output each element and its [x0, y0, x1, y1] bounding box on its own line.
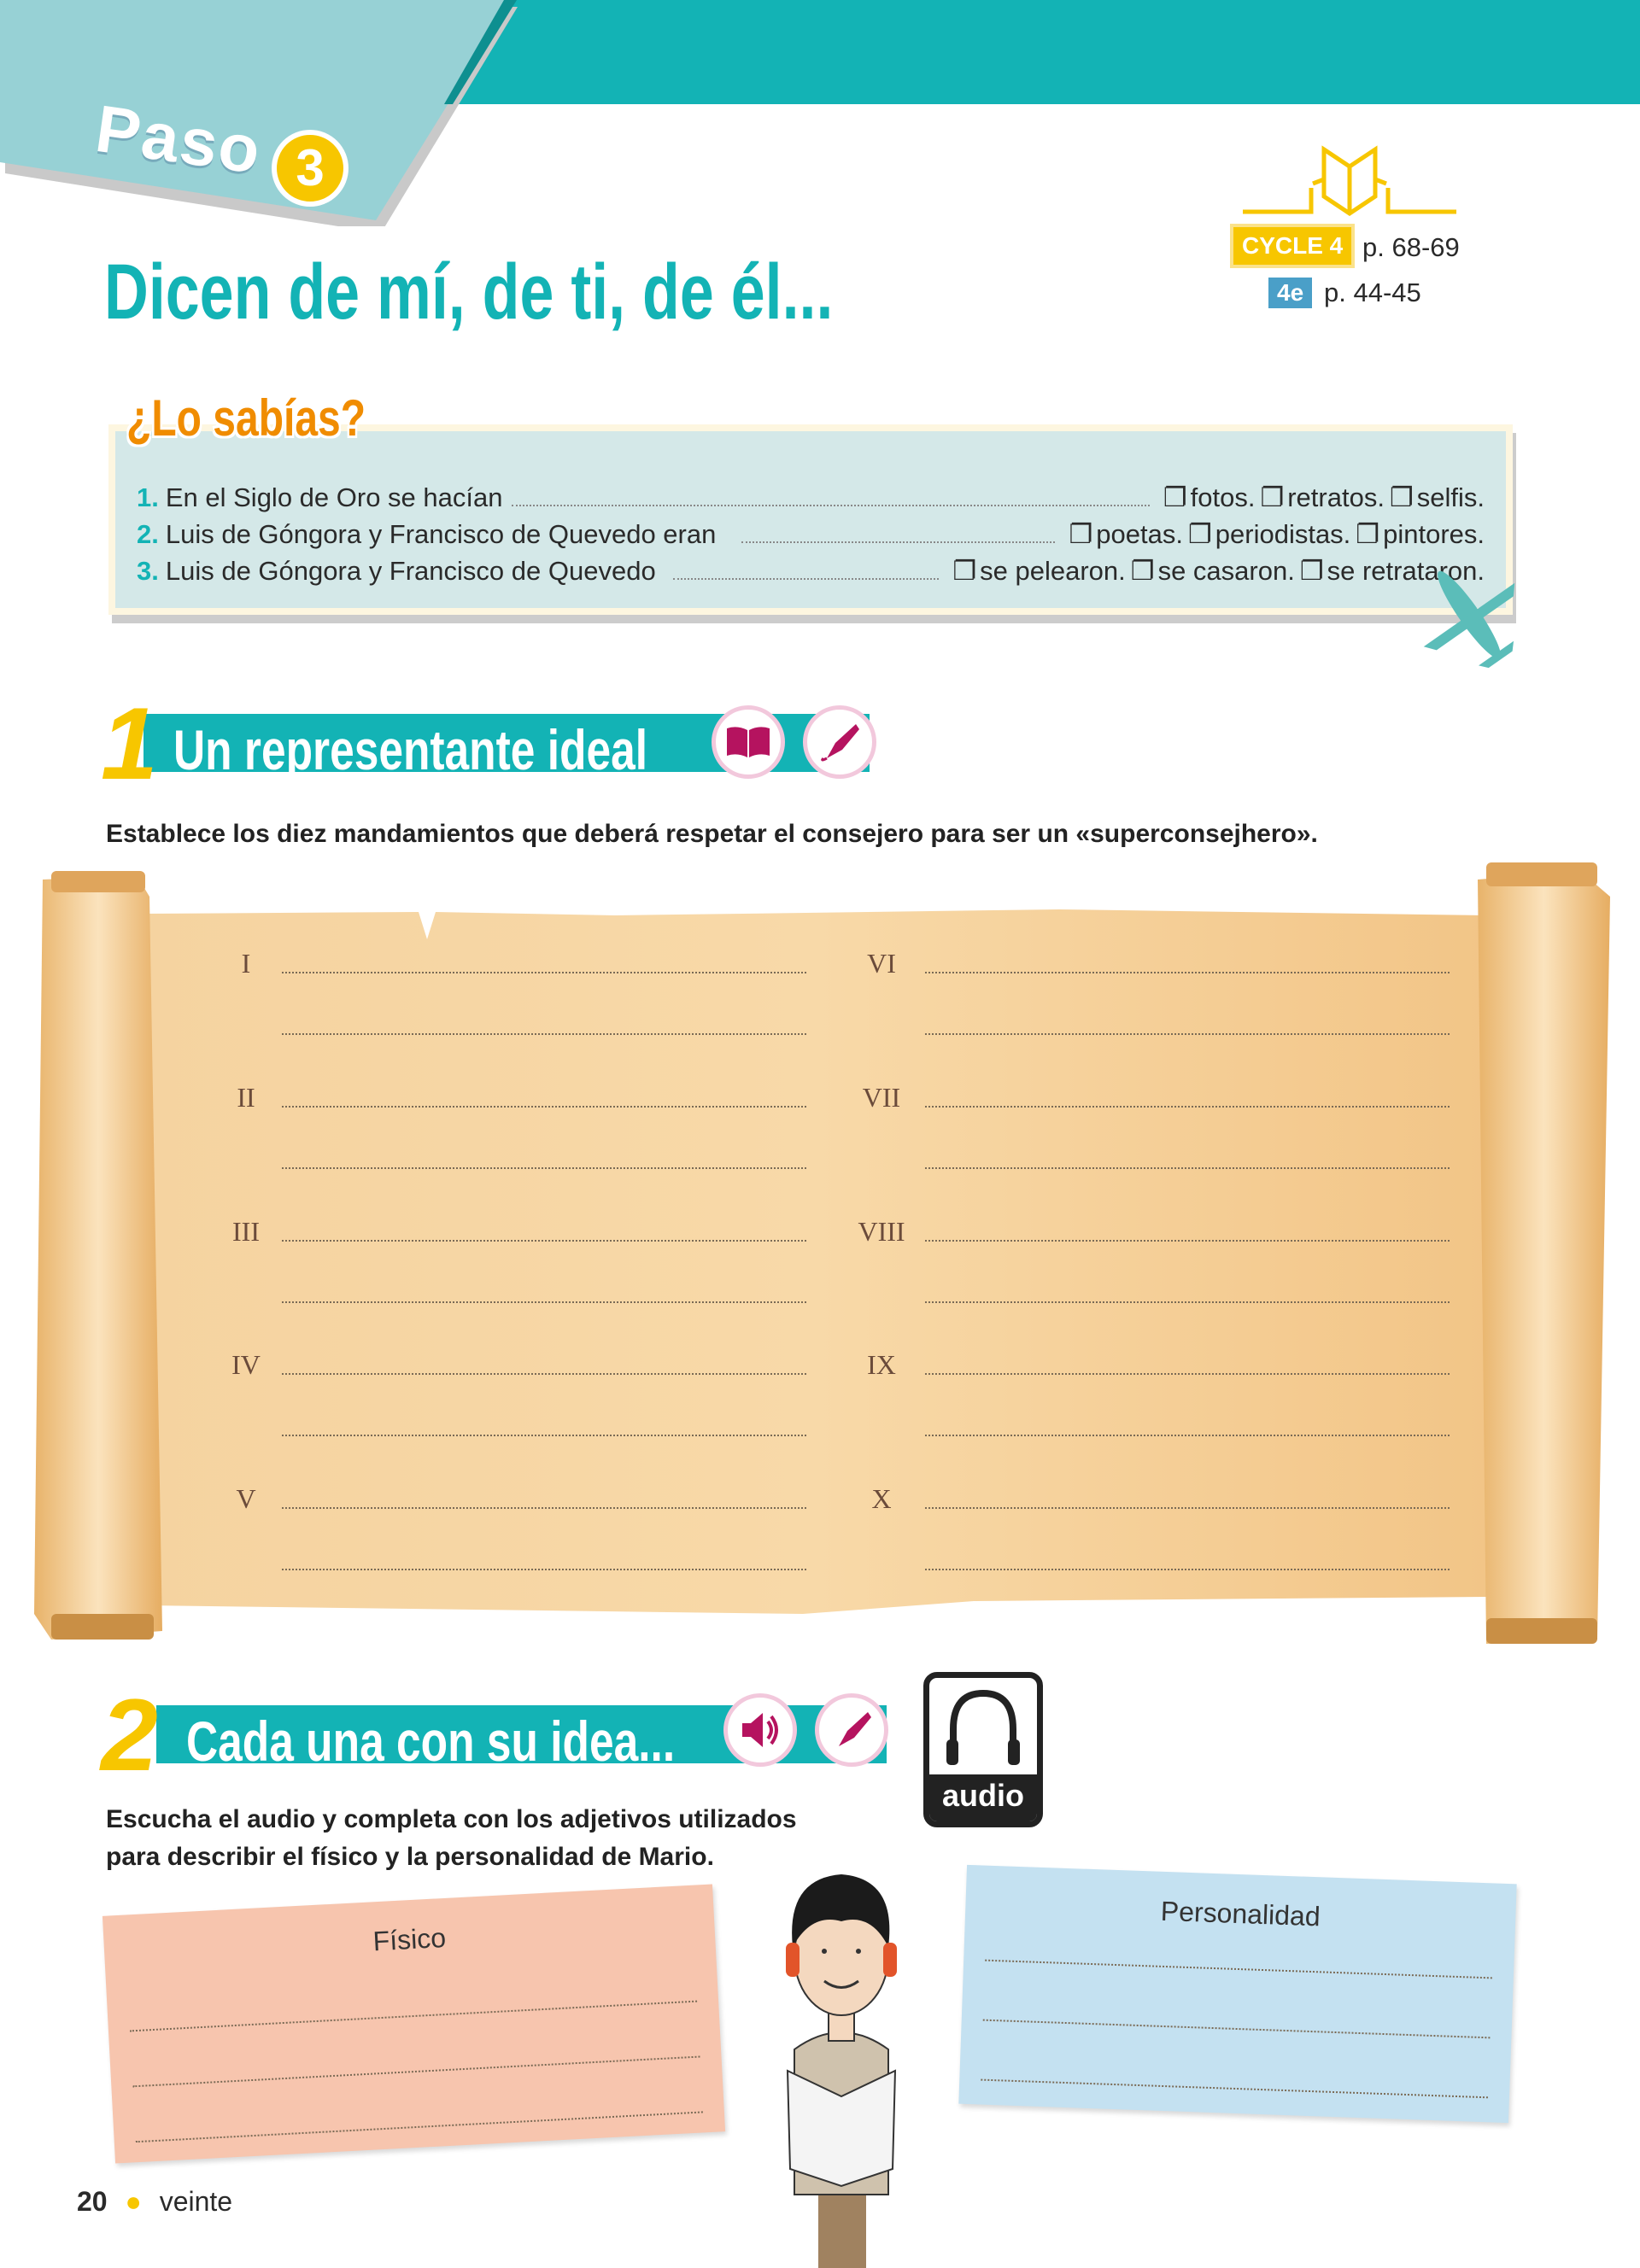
pen-icon	[815, 1693, 888, 1767]
cycle-badge: CYCLE 4	[1230, 224, 1356, 268]
quiz-option-checkbox[interactable]: retratos.	[1255, 482, 1385, 513]
quiz-item: 2. Luis de Góngora y Francisco de Queved…	[137, 519, 1485, 550]
card-title: Físico	[372, 1921, 447, 1957]
quiz-item-number: 3.	[137, 556, 159, 586]
commandment-numeral: I	[241, 948, 251, 979]
commandment-answer-line[interactable]	[282, 1569, 806, 1570]
quiz-item: 1. En el Siglo de Oro se hacían fotos. r…	[137, 482, 1485, 513]
answer-line[interactable]	[135, 2111, 703, 2143]
quiz-option-checkbox[interactable]: poetas.	[1063, 519, 1183, 550]
answer-line[interactable]	[981, 2078, 1488, 2099]
fisico-card: Físico	[102, 1884, 726, 2164]
commandment-answer-line[interactable]	[282, 1373, 806, 1375]
section-number: 2	[101, 1678, 158, 1792]
commandment-numeral: II	[237, 1082, 255, 1113]
quiz-item-number: 2.	[137, 519, 159, 549]
section-2-instruction-line: Escucha el audio y completa con los adje…	[106, 1805, 797, 1833]
commandment-answer-line[interactable]	[925, 1301, 1450, 1303]
commandment-answer-line[interactable]	[282, 1435, 806, 1436]
quiz-option-checkbox[interactable]: se casaron.	[1126, 556, 1295, 587]
quiz-option-checkbox[interactable]: periodistas.	[1183, 519, 1351, 550]
commandment-numeral: VIII	[858, 1216, 905, 1247]
grade-badge: 4e	[1268, 278, 1313, 308]
quiz-item-number: 1.	[137, 482, 159, 512]
airplane-icon	[1423, 570, 1515, 669]
commandment-numeral: III	[232, 1216, 260, 1247]
quiz-option-checkbox[interactable]: selfis.	[1385, 482, 1485, 513]
answer-line[interactable]	[129, 2000, 698, 2032]
answer-line[interactable]	[132, 2055, 700, 2088]
commandment-answer-line[interactable]	[925, 972, 1450, 973]
commandment-answer-line[interactable]	[282, 1033, 806, 1035]
commandment-answer-line[interactable]	[925, 1507, 1450, 1509]
quiz-option-checkbox[interactable]: se retrataron.	[1295, 556, 1485, 587]
answer-line[interactable]	[985, 1959, 1492, 1979]
commandment-answer-line[interactable]	[282, 1301, 806, 1303]
quiz-item-text: Luis de Góngora y Francisco de Quevedo	[165, 556, 656, 586]
cycle-pages: p. 68-69	[1362, 232, 1460, 262]
book-icon	[712, 705, 785, 779]
commandment-answer-line[interactable]	[282, 1106, 806, 1108]
step-banner	[0, 0, 518, 226]
commandment-numeral: V	[236, 1483, 256, 1514]
commandment-answer-line[interactable]	[282, 1167, 806, 1169]
quiz-option-checkbox[interactable]: fotos.	[1158, 482, 1256, 513]
lo-sabias-box: 1. En el Siglo de Oro se hacían fotos. r…	[108, 424, 1513, 615]
page-word: veinte	[159, 2186, 233, 2217]
page-title: Dicen de mí, de ti, de él...	[104, 248, 834, 336]
section-1-header: Un representante ideal 1	[101, 687, 887, 801]
personalidad-card: Personalidad	[958, 1864, 1517, 2124]
commandment-numeral: IV	[231, 1349, 261, 1380]
commandment-answer-line[interactable]	[925, 1167, 1450, 1169]
quiz-option-checkbox[interactable]: pintores.	[1350, 519, 1485, 550]
grade-pages: p. 44-45	[1324, 278, 1421, 307]
page-footer: 20 ● veinte	[77, 2186, 232, 2218]
commandment-answer-line[interactable]	[925, 1569, 1450, 1570]
commandment-answer-line[interactable]	[282, 1507, 806, 1509]
section-2-header: Cada una con su idea... 2	[101, 1678, 904, 1792]
commandment-answer-line[interactable]	[925, 1106, 1450, 1108]
speaker-icon	[723, 1693, 797, 1767]
card-title: Personalidad	[1160, 1895, 1321, 1932]
headphones-icon	[946, 1689, 1020, 1765]
answer-line[interactable]	[982, 2019, 1491, 2039]
commandment-answer-line[interactable]	[925, 1373, 1450, 1375]
commandment-answer-line[interactable]	[282, 1240, 806, 1242]
commandment-answer-line[interactable]	[925, 1435, 1450, 1436]
reading-book-icon	[1243, 145, 1456, 217]
dotted-leader	[511, 505, 1150, 506]
dotted-leader	[741, 541, 1056, 543]
section-number: 1	[101, 687, 158, 801]
commandment-answer-line[interactable]	[925, 1240, 1450, 1242]
section-2-instruction-line: para describir el físico y la personalid…	[106, 1843, 714, 1871]
audio-button[interactable]: audio	[923, 1672, 1043, 1827]
pen-icon	[803, 705, 876, 779]
section-title: Cada una con su idea...	[186, 1710, 676, 1773]
step-number: 3	[272, 130, 348, 207]
quiz-item: 3. Luis de Góngora y Francisco de Queved…	[137, 556, 1485, 587]
audio-label: audio	[929, 1774, 1037, 1821]
bullet-dot: ●	[125, 2186, 142, 2217]
commandment-answer-line[interactable]	[925, 1033, 1450, 1035]
commandment-numeral: VII	[862, 1082, 901, 1113]
page-number: 20	[77, 2186, 108, 2217]
parchment-scroll	[34, 862, 1610, 1644]
commandment-numeral: IX	[867, 1349, 896, 1380]
section-title: Un representante ideal	[173, 718, 648, 781]
section-1-instruction: Establece los diez mandamientos que debe…	[106, 820, 1318, 848]
commandment-answer-line[interactable]	[282, 972, 806, 973]
mario-illustration	[786, 1874, 897, 2268]
quiz-option-checkbox[interactable]: se pelearon.	[947, 556, 1126, 587]
commandment-numeral: VI	[867, 948, 896, 979]
quiz-item-text: Luis de Góngora y Francisco de Quevedo e…	[165, 519, 717, 549]
quiz-item-text: En el Siglo de Oro se hacían	[165, 482, 503, 512]
quiz-title: ¿Lo sabías?	[126, 389, 366, 447]
dotted-leader	[672, 578, 940, 580]
commandment-numeral: X	[871, 1483, 892, 1514]
